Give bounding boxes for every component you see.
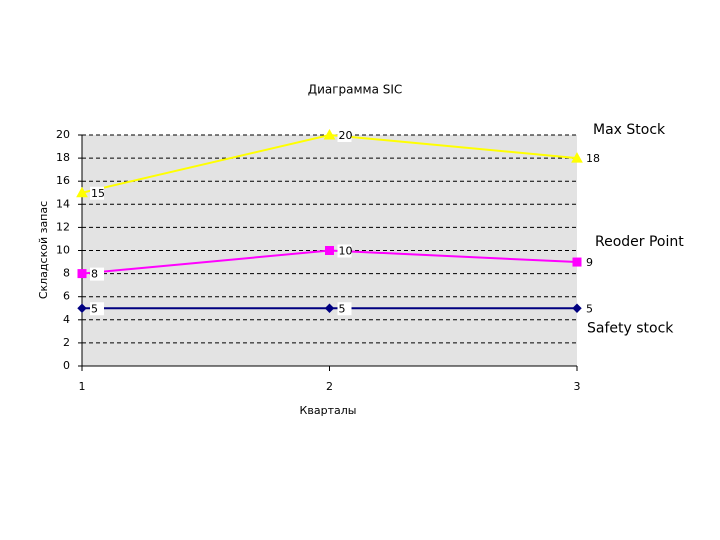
data-label: 8 <box>91 268 98 281</box>
y-tick-label: 6 <box>63 290 70 303</box>
y-tick-label: 18 <box>56 151 70 164</box>
data-label-bg <box>585 302 599 316</box>
y-tick-label: 16 <box>56 174 70 187</box>
marker <box>77 303 87 313</box>
series-name: Reoder Point <box>595 234 684 250</box>
data-label: 20 <box>339 129 353 142</box>
y-tick-label: 4 <box>63 313 70 326</box>
data-label-bg <box>585 256 599 270</box>
marker <box>76 186 88 198</box>
y-tick-label: 12 <box>56 220 70 233</box>
y-axis-label: Складской запас <box>37 201 50 299</box>
data-label: 15 <box>91 187 105 200</box>
marker <box>77 269 87 279</box>
data-label-bg <box>585 152 599 166</box>
data-label-bg <box>337 302 352 316</box>
data-label: 5 <box>339 302 346 315</box>
y-tick-label: 2 <box>63 336 70 349</box>
y-tick-label: 10 <box>56 244 70 257</box>
y-tick-label: 8 <box>63 267 70 280</box>
marker <box>571 152 583 163</box>
data-label: 18 <box>586 152 600 165</box>
data-label-bg <box>90 186 104 200</box>
x-tick-label: 2 <box>326 380 333 393</box>
data-label-bg <box>337 129 352 142</box>
y-tick-label: 14 <box>56 197 70 210</box>
x-axis-label: Кварталы <box>300 404 357 417</box>
y-tick-label: 0 <box>63 359 70 372</box>
x-tick-label: 1 <box>79 380 86 393</box>
marker <box>572 257 582 267</box>
data-label-bg <box>90 302 104 316</box>
data-label-bg <box>90 267 104 281</box>
y-tick-label: 20 <box>56 128 70 141</box>
data-label: 5 <box>586 302 593 315</box>
data-label: 10 <box>339 245 353 258</box>
marker <box>572 303 582 313</box>
data-label: 9 <box>586 256 593 269</box>
marker <box>325 246 334 255</box>
chart-title: Диаграмма SIC <box>308 83 403 97</box>
marker <box>323 128 336 140</box>
data-label-bg <box>337 244 352 258</box>
series-name: Max Stock <box>593 122 666 138</box>
data-label: 5 <box>91 302 98 315</box>
marker <box>324 303 335 313</box>
series-name: Safety stock <box>587 320 674 336</box>
x-tick-label: 3 <box>574 380 581 393</box>
